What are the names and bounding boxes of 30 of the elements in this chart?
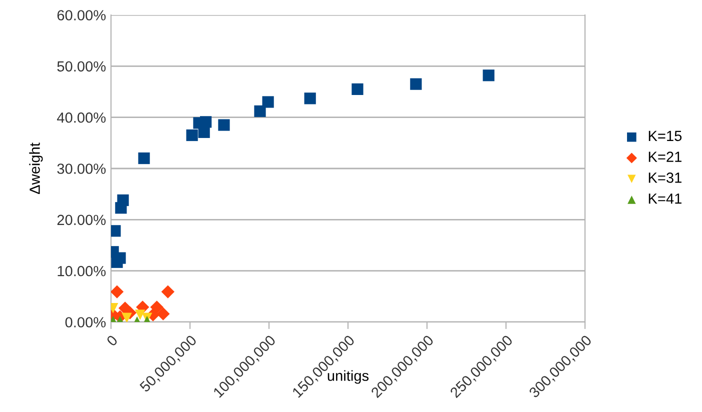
point	[200, 116, 212, 128]
point	[254, 105, 266, 118]
point	[134, 310, 146, 320]
legend-label: K=15	[648, 130, 682, 142]
y-tick-label: 20.00%	[57, 214, 106, 226]
legend-label: K=21	[648, 152, 682, 162]
point	[410, 78, 422, 90]
legend-label: K=31	[648, 172, 682, 183]
point	[138, 152, 150, 164]
y-tick-label: 10.00%	[58, 266, 106, 276]
point	[111, 285, 124, 298]
point	[304, 92, 316, 104]
point	[122, 312, 132, 322]
point	[161, 285, 174, 298]
y-tick-label: 40.00%	[57, 112, 106, 123]
point	[186, 129, 198, 142]
y-axis-title: Δweight	[29, 142, 43, 194]
legend-label: K=41	[648, 194, 682, 204]
y-tick-label: 0.00%	[65, 317, 106, 328]
point	[218, 119, 230, 131]
x-tick-label: 0	[106, 334, 118, 347]
point	[482, 70, 494, 82]
y-tick-label: 30.00%	[57, 164, 106, 174]
point	[198, 126, 210, 138]
point	[117, 194, 129, 206]
point	[262, 96, 274, 108]
y-tick-label: 60.00%	[57, 10, 106, 20]
y-tick-label: 50.00%	[57, 61, 106, 72]
point	[352, 83, 364, 95]
point	[156, 307, 170, 320]
